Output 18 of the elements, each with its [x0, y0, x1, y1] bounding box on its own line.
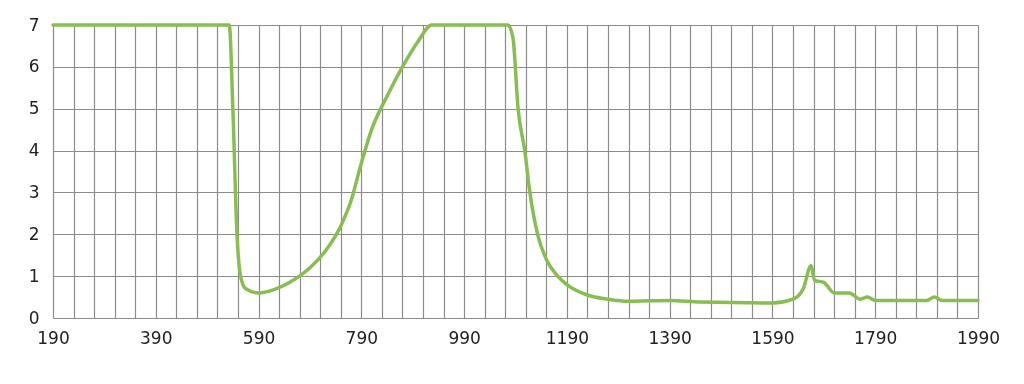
x-tick-label: 1590 — [751, 327, 795, 348]
x-tick-label: 390 — [140, 327, 173, 348]
y-tick-label: 7 — [28, 14, 40, 35]
x-tick-label: 790 — [345, 327, 379, 348]
y-tick-label: 6 — [28, 56, 40, 77]
x-tick-label: 1390 — [648, 327, 692, 348]
x-tick-label: 190 — [37, 327, 70, 348]
x-tick-label: 1790 — [854, 327, 898, 348]
y-tick-label: 5 — [28, 98, 40, 119]
x-tick-label: 1990 — [956, 327, 1001, 348]
y-tick-label: 2 — [28, 223, 40, 244]
x-tick-label: 990 — [448, 327, 481, 348]
y-tick-label: 1 — [28, 265, 40, 286]
y-tick-label: 4 — [28, 140, 40, 161]
x-tick-label: 590 — [242, 327, 276, 348]
y-tick-label: 0 — [28, 307, 40, 328]
y-tick-label: 3 — [28, 181, 40, 202]
x-tick-label: 1190 — [545, 327, 590, 348]
